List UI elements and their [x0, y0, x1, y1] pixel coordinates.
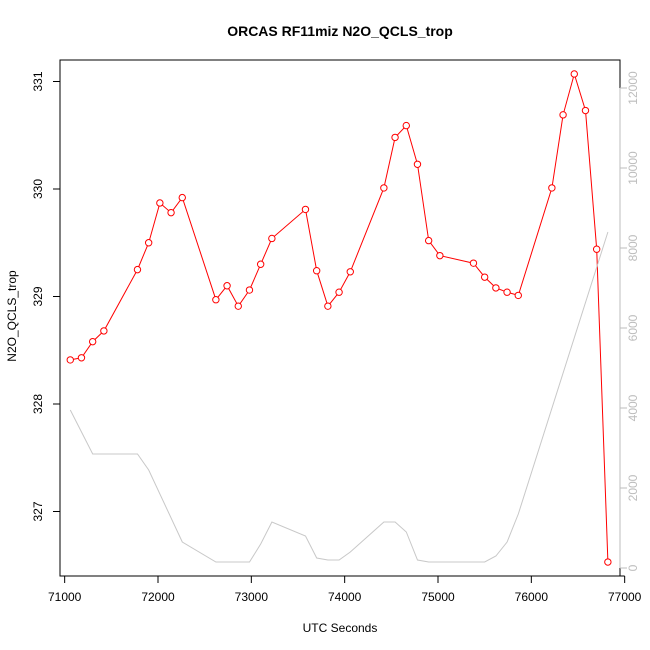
n2o-data-point	[570, 70, 578, 78]
y2-tick-label: 6000	[626, 314, 640, 341]
n2o-data-point	[581, 106, 590, 115]
y2-tick-label: 12000	[626, 71, 640, 105]
n2o-data-point	[324, 302, 332, 310]
y2-tick-label: 0	[626, 564, 640, 571]
y-tick-label: 331	[31, 71, 45, 91]
n2o-data-point	[469, 259, 478, 267]
y2-axis: 0 2000 4000 6000 8000 10000 12000	[619, 71, 640, 571]
y-axis-label: N2O_QCLS_trop	[5, 270, 19, 362]
x-tick-label: 75000	[421, 590, 455, 604]
x-tick-label: 73000	[235, 590, 269, 604]
n2o-data-point	[223, 282, 231, 290]
x-axis-label: UTC Seconds	[303, 621, 378, 635]
n2o-data-point	[88, 337, 97, 346]
altitude-series-line	[69, 231, 609, 563]
n2o-data-point	[592, 245, 601, 253]
n2o-data-point	[301, 205, 310, 214]
n2o-data-point	[335, 288, 343, 296]
n2o-data-point	[391, 133, 399, 142]
x-tick-label: 71000	[48, 590, 82, 604]
n2o-data-point	[480, 273, 489, 281]
x-tick-label: 77000	[608, 590, 642, 604]
y2-tick-label: 10000	[626, 151, 640, 185]
n2o-data-point	[402, 121, 410, 130]
x-tick-label: 74000	[328, 590, 362, 604]
y2-tick-label: 2000	[626, 474, 640, 501]
n2o-data-point	[234, 302, 242, 310]
series-layer	[66, 70, 612, 566]
n2o-data-point	[77, 354, 86, 362]
y-tick-label: 330	[31, 179, 45, 199]
n2o-data-point	[245, 286, 254, 294]
n2o-data-point	[346, 268, 354, 276]
n2o-data-point	[380, 184, 388, 192]
n2o-data-point	[413, 160, 422, 168]
y2-tick-label: 8000	[626, 234, 640, 261]
x-axis: 71000 72000 73000 74000 75000 76000 77000	[48, 575, 642, 604]
n2o-data-point	[503, 288, 511, 296]
chart-title: ORCAS RF11miz N2O_QCLS_trop	[227, 23, 453, 39]
y-tick-label: 328	[31, 394, 45, 414]
x-tick-label: 76000	[515, 590, 549, 604]
n2o-data-point	[212, 296, 220, 304]
n2o-data-point	[436, 251, 444, 260]
n2o-data-point	[167, 208, 175, 217]
n2o-data-point	[156, 199, 164, 207]
y-tick-label: 329	[31, 286, 45, 306]
n2o-data-point	[604, 558, 612, 566]
n2o-data-point	[559, 111, 567, 119]
n2o-data-point	[424, 236, 433, 245]
n2o-data-point	[492, 284, 500, 292]
n2o-data-point	[144, 239, 153, 247]
y-axis: 327 328 329 330 331	[31, 71, 61, 522]
n2o-data-point	[133, 265, 142, 274]
n2o-data-point	[256, 260, 265, 268]
n2o-data-point	[514, 291, 522, 300]
y-tick-label: 327	[31, 501, 45, 521]
x-tick-label: 72000	[141, 590, 175, 604]
n2o-data-point	[548, 184, 556, 192]
n2o-data-point	[312, 267, 321, 275]
n2o-data-point	[268, 234, 276, 243]
n2o-data-point	[66, 356, 74, 364]
y2-tick-label: 4000	[626, 394, 640, 421]
n2o-data-point	[100, 327, 108, 335]
n2o-data-point	[178, 193, 186, 202]
